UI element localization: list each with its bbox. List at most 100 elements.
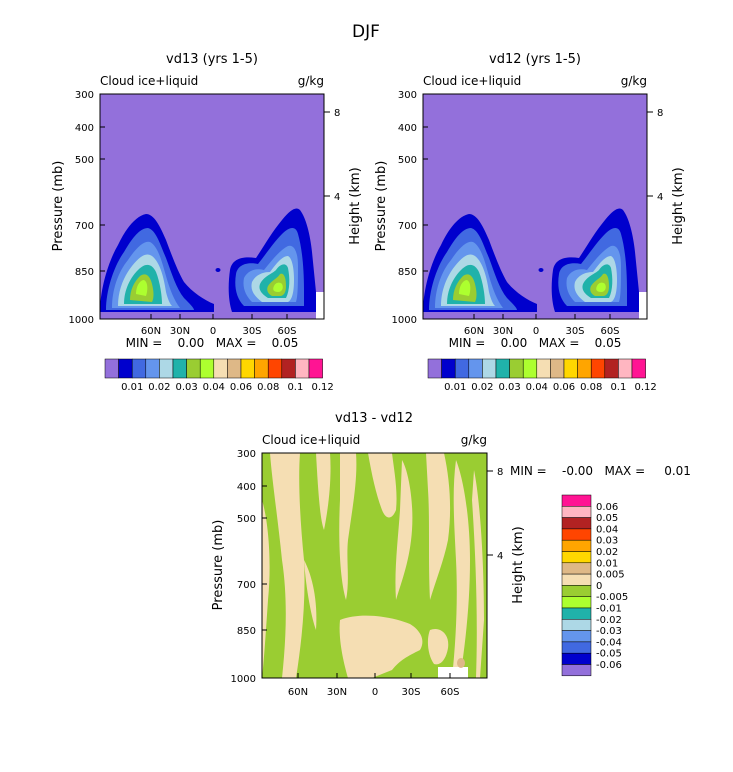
- positive-band: [368, 453, 397, 518]
- colorbar-swatch: [159, 358, 174, 379]
- panel-subtitle-variable: Cloud ice+liquid: [100, 74, 198, 88]
- colorbar-swatch: [536, 358, 551, 379]
- colorbar-label: 0.1: [287, 382, 303, 393]
- y-axis-label: Pressure (mb): [374, 161, 389, 252]
- colorbar-swatch: [561, 630, 592, 643]
- colorbar-swatch: [308, 358, 323, 379]
- y2-axis-label: Height (km): [511, 526, 526, 603]
- y-tick-label: 1000: [392, 315, 417, 326]
- panel-subtitle-units: g/kg: [461, 433, 487, 447]
- y-tick-label: 850: [237, 626, 256, 637]
- colorbar-label: -0.005: [596, 592, 628, 603]
- y-tick-label: 500: [398, 155, 417, 166]
- y2-tick-label: 4: [334, 192, 340, 203]
- colorbar-swatch: [482, 358, 497, 379]
- y2-tick-label: 4: [497, 551, 503, 562]
- colorbar-label: 0.01: [596, 558, 618, 569]
- colorbar-label: 0: [596, 581, 602, 592]
- colorbar-swatch: [186, 358, 201, 379]
- y-tick-label: 700: [237, 580, 256, 591]
- equatorial-blob: [215, 268, 221, 272]
- x-tick-label: 30N: [493, 326, 513, 337]
- colorbar-swatch: [427, 358, 442, 379]
- y2-tick-label: 4: [657, 192, 663, 203]
- colorbar-swatch: [118, 358, 133, 379]
- colorbar-label: 0.05: [596, 513, 618, 524]
- colorbar-label: 0.04: [203, 382, 225, 393]
- y-tick-label: 850: [75, 267, 94, 278]
- x-tick-label: 0: [210, 326, 216, 337]
- colorbar-label: 0.08: [580, 382, 602, 393]
- colorbar-label: 0.04: [526, 382, 548, 393]
- y-axis-right: 8 4 Height (km): [647, 108, 686, 245]
- x-tick-label: 60S: [440, 687, 459, 698]
- y-axis-label: Pressure (mb): [51, 161, 66, 252]
- positive-band: [426, 453, 451, 600]
- colorbar-swatch: [561, 551, 592, 564]
- y-tick-label: 300: [398, 90, 417, 101]
- colorbar-label: 0.06: [553, 382, 575, 393]
- colorbar-label: 0.03: [498, 382, 520, 393]
- colorbar-swatch: [468, 358, 483, 379]
- x-tick-label: 0: [533, 326, 539, 337]
- missing-data-region: [639, 292, 647, 319]
- colorbar-swatch: [577, 358, 592, 379]
- x-tick-label: 60S: [277, 326, 296, 337]
- positive-spot-0.005: [457, 658, 465, 668]
- colorbar-swatch: [454, 358, 470, 379]
- colorbar: 0.01 0.02 0.03 0.04 0.06 0.08 0.1 0.12: [427, 358, 657, 393]
- colorbar-label: 0.02: [471, 382, 493, 393]
- y-tick-label: 300: [75, 90, 94, 101]
- colorbar-swatch: [295, 358, 310, 379]
- positive-band: [395, 460, 413, 600]
- x-tick-label: 60N: [141, 326, 161, 337]
- positive-band: [452, 460, 470, 678]
- colorbar-swatch: [227, 358, 242, 379]
- colorbar-swatch: [561, 517, 592, 530]
- panel-subtitle-units: g/kg: [298, 74, 324, 88]
- plot-frame: [422, 93, 648, 320]
- x-axis: 60N 30N 0 30S 60S: [141, 314, 297, 337]
- colorbar-swatch: [561, 619, 592, 631]
- colorbar-swatch: [550, 358, 565, 379]
- colorbar-label: 0.06: [596, 502, 618, 513]
- y2-axis-label: Height (km): [348, 167, 363, 244]
- colorbar-label: 0.02: [596, 547, 618, 558]
- x-tick-label: 30S: [565, 326, 584, 337]
- positive-band: [262, 500, 270, 678]
- y-tick-label: 1000: [69, 315, 94, 326]
- y-tick-label: 1000: [231, 674, 256, 685]
- x-tick-label: 30S: [242, 326, 261, 337]
- colorbar-swatch: [104, 358, 119, 379]
- y2-tick-label: 8: [334, 108, 340, 119]
- plot-frame: [99, 93, 325, 320]
- colorbar-label: 0.03: [175, 382, 197, 393]
- sh-contour-0.1: [596, 282, 606, 292]
- colorbar-swatch: [561, 641, 592, 654]
- colorbar-swatch: [631, 358, 646, 379]
- colorbar-label: -0.06: [596, 660, 622, 671]
- y-axis-right: 8 4 Height (km): [487, 467, 526, 604]
- colorbar-label: -0.04: [596, 637, 622, 648]
- x-tick-label: 30S: [401, 687, 420, 698]
- colorbar-swatch: [604, 358, 619, 379]
- y-tick-label: 400: [75, 123, 94, 134]
- colorbar-label: -0.05: [596, 649, 622, 660]
- nh-contour-0.1: [136, 280, 148, 296]
- colorbar-label: 0.03: [596, 536, 618, 547]
- colorbar-swatch: [281, 358, 296, 379]
- panel-vd13: vd13 (yrs 1-5) Cloud ice+liquid g/kg: [51, 52, 363, 393]
- colorbar-swatch: [561, 506, 592, 518]
- y-axis-left: 300 400 500 700 850 1000 Pressure (mb): [211, 449, 267, 685]
- colorbar-swatch: [267, 358, 283, 379]
- panel-title: vd12 (yrs 1-5): [489, 52, 581, 67]
- x-tick-label: 30N: [327, 687, 347, 698]
- equatorial-blob: [538, 268, 544, 272]
- panel-title: vd13 - vd12: [335, 411, 413, 426]
- x-tick-label: 60S: [600, 326, 619, 337]
- colorbar-swatch: [213, 358, 228, 379]
- colorbar-label: 0.005: [596, 570, 625, 581]
- colorbar-swatch: [441, 358, 456, 379]
- min-max-stats: MIN = 0.00 MAX = 0.05: [126, 336, 299, 350]
- y-axis-right: 8 4 Height (km): [324, 108, 363, 245]
